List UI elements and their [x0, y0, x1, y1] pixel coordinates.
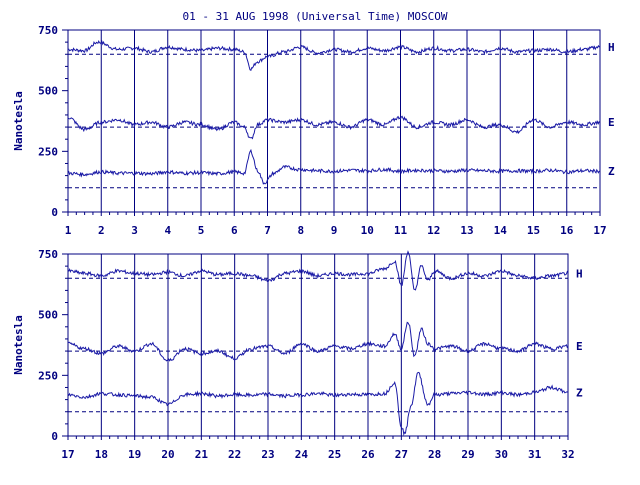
- x-tick-label: 29: [461, 448, 474, 461]
- x-tick-label: 2: [98, 224, 105, 237]
- component-label-h: H: [576, 267, 583, 280]
- y-tick-label: 250: [38, 145, 58, 158]
- plot-frame: [67, 253, 569, 437]
- x-tick-label: 4: [164, 224, 171, 237]
- trace-z: [67, 371, 569, 436]
- y-tick-label: 0: [51, 430, 58, 443]
- chart-panel-bottom: 17 18 19 20 21 22 23 24 25 26 27 28 29 30 31 32 0 250 500 7…: [12, 248, 583, 461]
- x-tick-label: 13: [460, 224, 473, 237]
- chart-title: 01 - 31 AUG 1998 (Universal Time) MOSCOW: [183, 10, 448, 23]
- component-label-z: Z: [608, 165, 615, 178]
- x-tick-label: 15: [527, 224, 540, 237]
- x-tick-label: 1: [65, 224, 72, 237]
- x-tick-label: 10: [361, 224, 374, 237]
- x-tick-label: 11: [394, 224, 408, 237]
- chart-panel-top: 1 2 3 4 5 6 7 8 9 10 11 12 13 14 15 16 170250500750Nanot…: [12, 24, 615, 237]
- trace-e: [67, 115, 601, 140]
- trace-e: [67, 321, 569, 362]
- component-label-e: E: [576, 340, 583, 353]
- x-tick-label: 30: [495, 448, 508, 461]
- x-tick-label: 28: [428, 448, 441, 461]
- y-tick-label: 750: [38, 24, 58, 37]
- x-tick-label: 22: [228, 448, 241, 461]
- x-tick-label: 16: [560, 224, 574, 237]
- x-tick-label: 12: [427, 224, 440, 237]
- x-tick-label: 25: [328, 448, 341, 461]
- x-tick-label: 26: [361, 448, 375, 461]
- component-label-e: E: [608, 116, 615, 129]
- y-tick-label: 500: [38, 309, 58, 322]
- x-tick-label: 17: [593, 224, 606, 237]
- x-tick-label: 6: [231, 224, 238, 237]
- y-axis-label: Nanotesla: [12, 315, 25, 375]
- trace-h: [67, 250, 569, 291]
- y-tick-label: 500: [38, 85, 58, 98]
- x-tick-label: 23: [261, 448, 274, 461]
- x-tick-label: 14: [494, 224, 508, 237]
- y-axis-label: Nanotesla: [12, 91, 25, 151]
- trace-z: [67, 148, 600, 185]
- trace-h: [67, 39, 601, 72]
- y-tick-label: 750: [38, 248, 58, 261]
- component-label-h: H: [608, 41, 615, 54]
- x-tick-label: 21: [195, 448, 209, 461]
- x-tick-label: 17: [61, 448, 74, 461]
- x-tick-label: 19: [128, 448, 141, 461]
- y-tick-label: 250: [38, 369, 58, 382]
- x-tick-label: 27: [395, 448, 408, 461]
- component-label-z: Z: [576, 386, 583, 399]
- x-tick-label: 31: [528, 448, 542, 461]
- x-tick-label: 18: [95, 448, 108, 461]
- x-tick-label: 3: [131, 224, 138, 237]
- x-tick-label: 8: [297, 224, 304, 237]
- x-tick-label: 7: [264, 224, 271, 237]
- y-tick-label: 0: [51, 206, 58, 219]
- x-tick-label: 24: [295, 448, 309, 461]
- x-tick-label: 9: [331, 224, 338, 237]
- x-tick-label: 20: [161, 448, 174, 461]
- x-tick-label: 5: [198, 224, 205, 237]
- x-tick-label: 32: [561, 448, 574, 461]
